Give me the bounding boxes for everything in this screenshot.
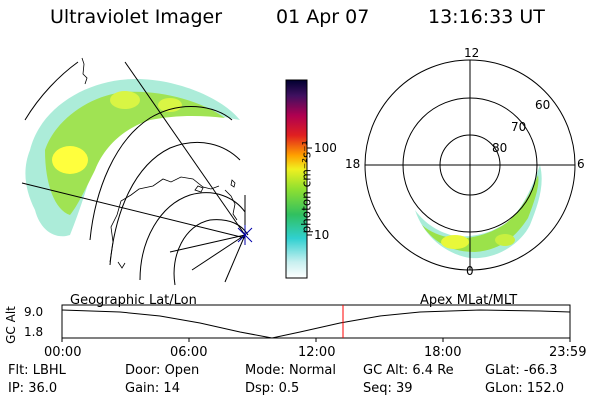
strip-x-tick-3: 18:00 bbox=[424, 345, 462, 360]
param-mode: Mode: Normal bbox=[245, 363, 336, 378]
polar-grid bbox=[364, 59, 576, 271]
param-glat: GLat: -66.3 bbox=[485, 363, 558, 378]
param-glon: GLon: 152.0 bbox=[485, 381, 565, 396]
strip-x-tick-1: 06:00 bbox=[170, 345, 208, 360]
param-gc-alt: GC Alt: 6.4 Re bbox=[363, 363, 454, 378]
strip-right-caption: Apex MLat/MLT bbox=[420, 293, 518, 308]
param-flt: Flt: LBHL bbox=[8, 363, 66, 378]
strip-x-tick-2: 12:00 bbox=[298, 345, 336, 360]
param-ip: IP: 36.0 bbox=[8, 381, 58, 396]
date-label: 01 Apr 07 bbox=[276, 6, 370, 28]
instrument-title: Ultraviolet Imager bbox=[50, 6, 223, 28]
param-seq: Seq: 39 bbox=[363, 381, 413, 396]
strip-left-caption: Geographic Lat/Lon bbox=[70, 293, 197, 308]
mlt-label-6: 6 bbox=[577, 157, 585, 171]
mlat-label-70: 70 bbox=[511, 120, 527, 134]
map-grid-lines bbox=[21, 61, 249, 286]
mlat-label-80: 80 bbox=[492, 141, 508, 155]
param-dsp: Dsp: 0.5 bbox=[245, 381, 300, 396]
mlt-label-0: 0 bbox=[466, 264, 474, 278]
aurora-oval-polar bbox=[415, 165, 542, 259]
colorbar-tick-10: 10 bbox=[314, 228, 330, 242]
mlat-label-60: 60 bbox=[535, 98, 551, 112]
subsatellite-point-icon bbox=[237, 225, 253, 245]
time-label: 13:16:33 UT bbox=[428, 6, 545, 28]
param-gain: Gain: 14 bbox=[125, 381, 180, 396]
colorbar-tick-100: 100 bbox=[314, 141, 337, 155]
mlt-label-18: 18 bbox=[345, 157, 361, 171]
strip-y-tick-top: 9.0 bbox=[24, 305, 44, 319]
mlt-label-12: 12 bbox=[464, 46, 480, 60]
param-door: Door: Open bbox=[125, 363, 200, 378]
strip-x-tick-4: 23:59 bbox=[549, 345, 587, 360]
strip-x-tick-0: 00:00 bbox=[44, 345, 82, 360]
coastline bbox=[81, 57, 238, 269]
strip-y-tick-bottom: 1.8 bbox=[24, 325, 44, 339]
